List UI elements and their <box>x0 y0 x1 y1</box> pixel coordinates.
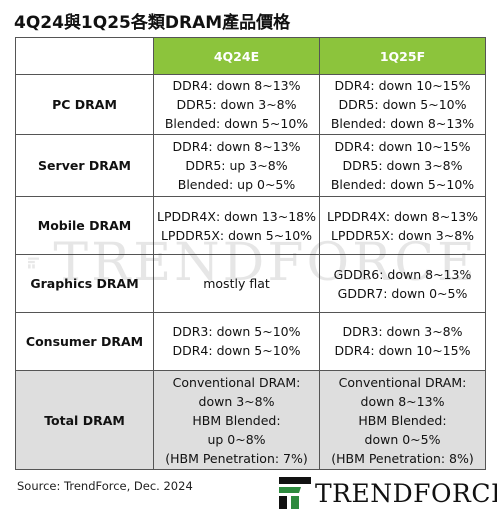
cell-line: LPDDR5X: down 5~10% <box>160 227 313 243</box>
row-label: Server DRAM <box>15 134 154 197</box>
cell-line: DDR4: down 10~15% <box>334 139 471 155</box>
cell-line: DDR4: down 5~10% <box>172 343 301 359</box>
cell-1q25f: Conventional DRAM: down 8~13% HBM Blended:… <box>319 370 486 470</box>
price-table: 4Q24E 1Q25F PC DRAM DDR4: down 8~13% DDR5:… <box>15 37 486 470</box>
table-row: Mobile DRAM LPDDR4X: down 13~18% LPDDR5X: … <box>15 195 486 256</box>
cell-line: DDR5: down 3~8% <box>342 158 463 174</box>
cell-4q24e: DDR4: down 8~13% DDR5: down 3~8% Blended: … <box>153 73 320 136</box>
table-row: Server DRAM DDR4: down 8~13% DDR5: up 3~8%… <box>15 134 486 197</box>
page-title: 4Q24與1Q25各類DRAM產品價格 <box>14 13 291 33</box>
cell-line: DDR5: up 3~8% <box>185 158 288 174</box>
cell-line: DDR4: down 8~13% <box>172 78 301 94</box>
cell-1q25f: DDR4: down 10~15% DDR5: down 3~8% Blended:… <box>319 134 486 197</box>
cell-line: LPDDR4X: down 13~18% <box>156 208 316 224</box>
row-label: Mobile DRAM <box>15 195 154 256</box>
cell-line: Blended: down 5~10% <box>330 177 475 193</box>
cell-line: Blended: down 5~10% <box>164 116 309 132</box>
cell-line: LPDDR4X: down 8~13% <box>326 208 479 224</box>
cell-4q24e: Conventional DRAM: down 3~8% HBM Blended: u… <box>153 370 320 470</box>
cell-line: up 0~8% <box>207 431 266 447</box>
cell-line: DDR5: down 5~10% <box>338 97 467 113</box>
cell-line: GDDR6: down 8~13% <box>333 266 472 282</box>
row-label: Total DRAM <box>15 370 154 470</box>
table-row: PC DRAM DDR4: down 8~13% DDR5: down 3~8% Bl… <box>15 73 486 136</box>
cell-4q24e: DDR4: down 8~13% DDR5: up 3~8% Blended: up… <box>153 134 320 197</box>
table-row: Total DRAM Conventional DRAM: down 3~8% HBM… <box>15 370 486 470</box>
cell-line: DDR4: down 8~13% <box>172 139 301 155</box>
cell-line: DDR4: down 10~15% <box>334 78 471 94</box>
cell-line: DDR3: down 3~8% <box>342 324 463 340</box>
cell-line: HBM Blended: <box>192 412 281 428</box>
header-empty-cell <box>15 37 154 75</box>
cell-line: DDR5: down 3~8% <box>176 97 297 113</box>
cell-4q24e: mostly flat <box>153 254 320 313</box>
header-4q24e: 4Q24E <box>153 37 320 75</box>
cell-4q24e: LPDDR4X: down 13~18% LPDDR5X: down 5~10% <box>153 195 320 256</box>
cell-line: DDR3: down 5~10% <box>172 324 301 340</box>
cell-1q25f: DDR3: down 3~8% DDR4: down 10~15% <box>319 311 486 372</box>
cell-line: Blended: up 0~5% <box>177 177 296 193</box>
cell-line: mostly flat <box>203 276 270 292</box>
cell-line: down 3~8% <box>198 393 275 409</box>
cell-1q25f: DDR4: down 10~15% DDR5: down 5~10% Blended… <box>319 73 486 136</box>
cell-line: Conventional DRAM: <box>172 374 301 390</box>
cell-1q25f: GDDR6: down 8~13% GDDR7: down 0~5% <box>319 254 486 313</box>
row-label: PC DRAM <box>15 73 154 136</box>
cell-line: LPDDR5X: down 3~8% <box>330 227 475 243</box>
trendforce-logo: TRENDFORCE <box>279 476 497 510</box>
source-note: Source: TrendForce, Dec. 2024 <box>17 479 193 493</box>
logo-text: TRENDFORCE <box>315 478 497 508</box>
cell-line: down 0~5% <box>364 431 441 447</box>
cell-line: HBM Blended: <box>358 412 447 428</box>
header-1q25f: 1Q25F <box>319 37 486 75</box>
cell-line: (HBM Penetration: 7%) <box>165 450 308 466</box>
header-row: 4Q24E 1Q25F <box>15 37 486 75</box>
cell-1q25f: LPDDR4X: down 8~13% LPDDR5X: down 3~8% <box>319 195 486 256</box>
cell-4q24e: DDR3: down 5~10% DDR4: down 5~10% <box>153 311 320 372</box>
table-row: Consumer DRAM DDR3: down 5~10% DDR4: down … <box>15 311 486 372</box>
cell-line: Blended: down 8~13% <box>330 116 475 132</box>
cell-line: down 8~13% <box>360 393 445 409</box>
cell-line: GDDR7: down 0~5% <box>337 285 468 301</box>
row-label: Consumer DRAM <box>15 311 154 372</box>
cell-line: DDR4: down 10~15% <box>334 343 471 359</box>
trendforce-logo-icon <box>279 477 311 509</box>
cell-line: Conventional DRAM: <box>338 374 467 390</box>
table-row: Graphics DRAM mostly flat GDDR6: down 8~13… <box>15 254 486 313</box>
cell-line: (HBM Penetration: 8%) <box>331 450 474 466</box>
row-label: Graphics DRAM <box>15 254 154 313</box>
